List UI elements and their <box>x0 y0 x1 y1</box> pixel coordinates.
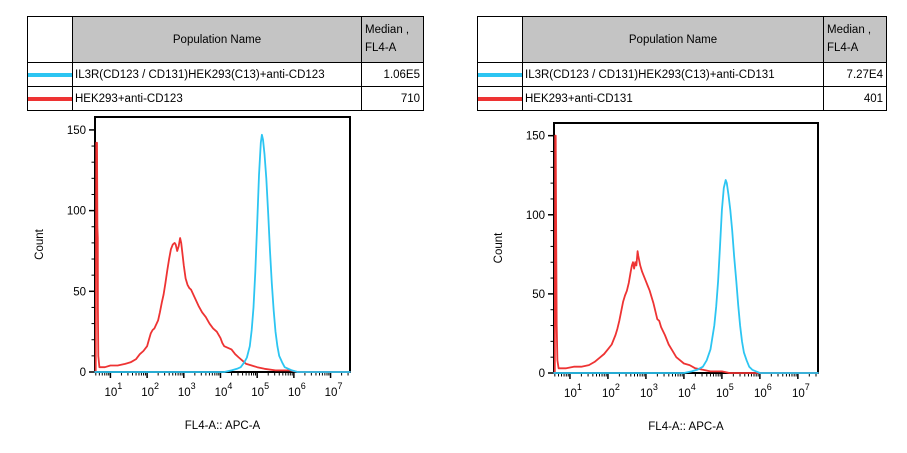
population-name-header: Population Name <box>522 16 824 63</box>
legend-row: HEK293+anti-CD123 710 <box>27 86 424 111</box>
series-swatch-cell <box>477 62 523 87</box>
series-swatch-cell <box>27 62 73 87</box>
histogram-anti-cd123: 0 50 100 150 101 102 103 104 105 106 107 Count FL4… <box>34 116 351 432</box>
population-name-header: Population Name <box>72 16 362 63</box>
plot-generated-1: 0 50 100 150 101 102 103 104 105 106 107 <box>526 122 819 400</box>
svg-text:104: 104 <box>678 382 696 400</box>
series-swatch-cell <box>27 86 73 111</box>
median-header-line2: FL4-A <box>827 41 859 54</box>
legend-header-row: Population Name Median , FL4-A <box>27 16 424 63</box>
svg-text:102: 102 <box>602 382 620 400</box>
swatch-header-cell <box>27 16 73 63</box>
series-color-swatch <box>478 96 522 101</box>
svg-text:107: 107 <box>325 381 343 399</box>
legend-row: HEK293+anti-CD131 401 <box>477 86 887 111</box>
svg-text:105: 105 <box>251 381 269 399</box>
x-axis-label: FL4-A:: APC-A <box>185 420 261 432</box>
median-header-line1: Median , <box>365 23 410 36</box>
series-color-swatch <box>478 72 522 77</box>
swatch-header-cell <box>477 16 523 63</box>
median-value: 7.27E4 <box>823 62 887 87</box>
legend-row: IL3R(CD123 / CD131)HEK293(C13)+anti-CD12… <box>27 62 424 87</box>
svg-text:106: 106 <box>288 381 306 399</box>
median-header-line1: Median , <box>827 23 872 36</box>
plot-generated-0: 0 50 100 150 101 102 103 104 105 106 107 <box>67 116 351 399</box>
population-name: HEK293+anti-CD131 <box>522 86 824 111</box>
series-swatch-cell <box>477 86 523 111</box>
x-axis-label: FL4-A:: APC-A <box>648 421 724 433</box>
svg-text:0: 0 <box>539 368 545 380</box>
legend-header-row: Population Name Median , FL4-A <box>477 16 887 63</box>
svg-text:104: 104 <box>215 381 233 399</box>
svg-text:106: 106 <box>754 382 772 400</box>
y-axis-label: Count <box>493 232 505 263</box>
svg-text:50: 50 <box>73 286 86 298</box>
svg-text:50: 50 <box>532 289 545 301</box>
svg-text:101: 101 <box>564 382 582 400</box>
histogram-anti-cd131: 0 50 100 150 101 102 103 104 105 106 107 Count FL4… <box>493 122 819 433</box>
svg-text:101: 101 <box>105 381 123 399</box>
median-header-line2: FL4-A <box>365 41 397 54</box>
legend-row: IL3R(CD123 / CD131)HEK293(C13)+anti-CD13… <box>477 62 887 87</box>
svg-text:100: 100 <box>67 206 86 218</box>
svg-text:150: 150 <box>526 131 545 143</box>
legend-table-right: Population Name Median , FL4-A IL3R(CD12… <box>477 16 887 111</box>
svg-text:0: 0 <box>80 367 86 379</box>
svg-text:105: 105 <box>716 382 734 400</box>
svg-text:102: 102 <box>141 381 159 399</box>
population-name: IL3R(CD123 / CD131)HEK293(C13)+anti-CD13… <box>522 62 824 87</box>
svg-text:107: 107 <box>792 382 810 400</box>
median-header: Median , FL4-A <box>823 16 887 63</box>
svg-text:100: 100 <box>526 210 545 222</box>
svg-text:103: 103 <box>178 381 196 399</box>
svg-text:103: 103 <box>640 382 658 400</box>
svg-text:150: 150 <box>67 125 86 137</box>
median-value: 1.06E5 <box>361 62 424 87</box>
population-name: IL3R(CD123 / CD131)HEK293(C13)+anti-CD12… <box>72 62 362 87</box>
series-color-swatch <box>28 72 72 77</box>
median-value: 710 <box>361 86 424 111</box>
legend-table-left: Population Name Median , FL4-A IL3R(CD12… <box>27 16 424 111</box>
median-value: 401 <box>823 86 887 111</box>
y-axis-label: Count <box>34 228 46 259</box>
median-header: Median , FL4-A <box>361 16 424 63</box>
series-color-swatch <box>28 96 72 101</box>
